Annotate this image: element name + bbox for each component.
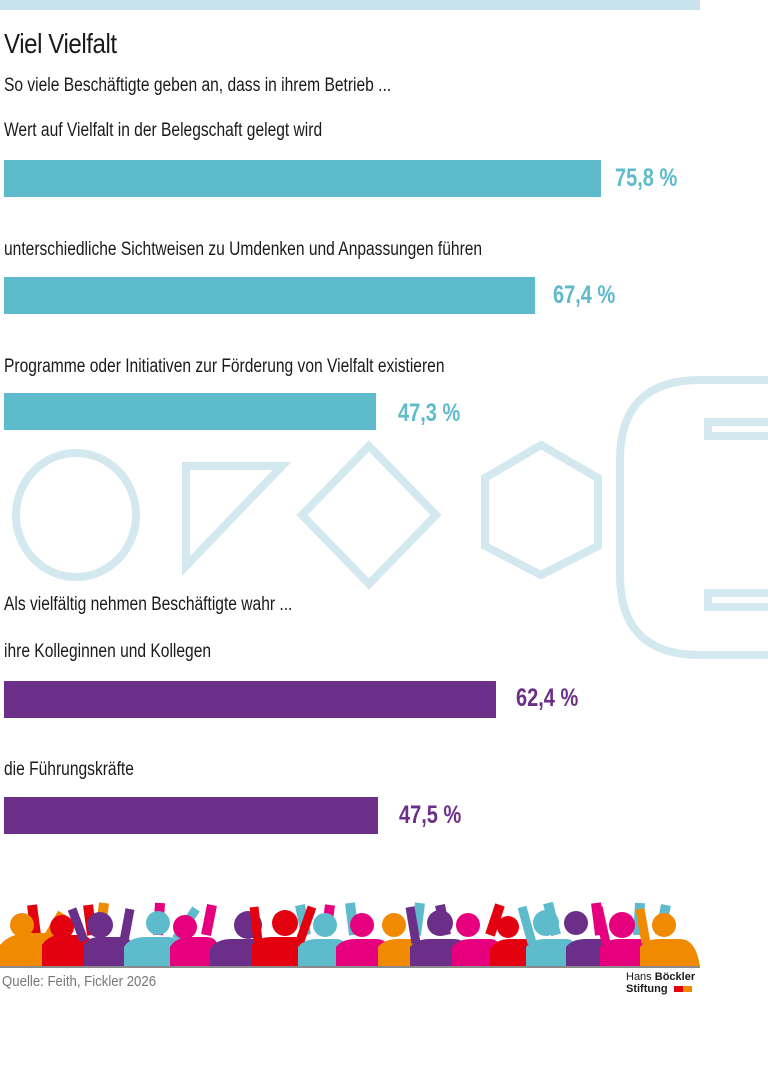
- chart-title: Viel Vielfalt: [4, 28, 117, 59]
- bar-colleagues: [4, 681, 496, 718]
- hans-boeckler-logo: Hans Böckler Stiftung: [626, 971, 695, 995]
- bar-label: Wert auf Vielfalt in der Belegschaft gel…: [4, 120, 323, 141]
- logo-color-blocks-icon: [673, 983, 692, 995]
- bar-value: 67,4 %: [553, 281, 616, 309]
- top-accent-strip: [0, 0, 700, 10]
- bar-value: 62,4 %: [516, 684, 579, 712]
- footer-divider: [0, 966, 700, 968]
- logo-text-boeckler: Böckler: [654, 971, 696, 983]
- bar-managers: [4, 797, 378, 834]
- bar-valued-diversity: [4, 160, 601, 197]
- chart-subtitle: So viele Beschäftigte geben an, dass in …: [4, 75, 392, 96]
- logo-text-stiftung: Stiftung: [626, 983, 668, 995]
- bar-label: die Führungskräfte: [4, 759, 134, 780]
- hexagon-shape-icon: [481, 440, 602, 580]
- circle-shape-icon: [12, 449, 140, 581]
- frame-bar-bottom-icon: [704, 589, 768, 611]
- bar-diversity-programs: [4, 393, 376, 430]
- diamond-shape-icon: [296, 440, 442, 590]
- bar-label: ihre Kolleginnen und Kollegen: [4, 641, 212, 662]
- bar-label: Programme oder Initiativen zur Förderung…: [4, 356, 445, 377]
- frame-bar-top-icon: [704, 418, 768, 440]
- bar-value: 47,3 %: [398, 399, 461, 427]
- triangle-shape-icon: [182, 462, 292, 576]
- crowd-illustration: [0, 901, 700, 967]
- bar-value: 47,5 %: [399, 801, 462, 829]
- bar-value: 75,8 %: [615, 164, 678, 192]
- bar-perspectives-change: [4, 277, 535, 314]
- source-note: Quelle: Feith, Fickler 2026: [2, 973, 157, 990]
- logo-text-hans: Hans: [626, 971, 652, 983]
- bar-label: unterschiedliche Sichtweisen zu Umdenken…: [4, 239, 483, 260]
- section-heading: Als vielfältig nehmen Beschäftigte wahr …: [4, 594, 293, 615]
- rounded-frame-shape-icon: [616, 376, 768, 659]
